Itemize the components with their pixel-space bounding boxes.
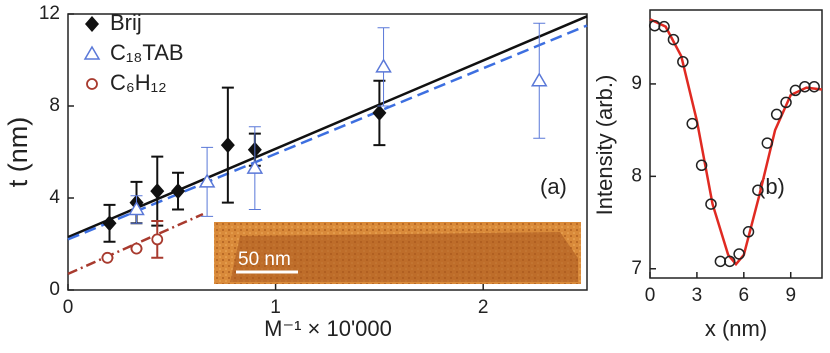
marker xyxy=(742,226,755,238)
x-tick-label: 0 xyxy=(63,297,74,318)
marker xyxy=(752,184,764,196)
y-tick-label: 7 xyxy=(631,258,642,279)
x-tick-label: 6 xyxy=(739,285,750,306)
marker xyxy=(695,159,708,172)
y-tick-label: 0 xyxy=(49,279,60,300)
marker xyxy=(677,56,689,68)
x-axis-label: M⁻¹ × 10'000 xyxy=(264,316,392,341)
x-axis-label: x (nm) xyxy=(705,316,767,341)
marker xyxy=(150,183,165,200)
marker xyxy=(530,72,548,87)
fit-line xyxy=(67,15,588,239)
legend-label: Brij xyxy=(110,10,142,35)
y-tick-label: 9 xyxy=(631,73,642,94)
legend-marker xyxy=(85,16,99,32)
inset-label: 50 nm xyxy=(238,249,291,270)
y-tick-label: 12 xyxy=(39,3,60,24)
marker xyxy=(372,104,387,121)
inset-image xyxy=(214,222,581,284)
x-tick-label: 2 xyxy=(478,297,489,318)
plot-frame xyxy=(67,13,588,291)
marker xyxy=(171,183,186,200)
y-axis-label: t (nm) xyxy=(3,117,33,188)
marker xyxy=(667,33,680,46)
marker xyxy=(375,58,392,73)
legend-marker xyxy=(83,45,101,60)
y-axis-label: Intensity (arb.) xyxy=(592,75,617,216)
marker xyxy=(714,255,727,268)
y-tick-label: 4 xyxy=(49,187,60,208)
marker xyxy=(686,117,698,130)
fit-line xyxy=(67,24,588,241)
marker xyxy=(705,198,717,210)
fit-line xyxy=(67,212,204,276)
legend-marker xyxy=(86,78,98,90)
y-tick-label: 8 xyxy=(631,165,642,186)
marker xyxy=(246,159,264,174)
legend-label: C₁₈TAB xyxy=(110,40,184,65)
marker xyxy=(101,251,114,264)
marker xyxy=(220,137,235,154)
y-tick-label: 8 xyxy=(49,95,60,116)
marker xyxy=(733,248,745,260)
x-tick-label: 3 xyxy=(692,285,703,306)
marker xyxy=(770,108,783,121)
marker xyxy=(151,233,164,246)
marker xyxy=(198,173,216,188)
x-tick-label: 1 xyxy=(270,297,281,318)
marker xyxy=(128,201,145,216)
fit-line xyxy=(649,18,823,267)
marker xyxy=(761,137,774,149)
marker xyxy=(808,80,820,93)
marker xyxy=(780,96,792,109)
marker xyxy=(102,215,117,232)
marker xyxy=(130,242,143,255)
legend-label: C₆H₁₂ xyxy=(110,70,167,95)
panel-label: (a) xyxy=(540,174,567,199)
x-tick-label: 0 xyxy=(645,285,656,306)
plot-frame xyxy=(649,9,823,279)
x-tick-label: 9 xyxy=(785,285,796,306)
marker xyxy=(658,20,670,33)
marker xyxy=(723,255,736,268)
